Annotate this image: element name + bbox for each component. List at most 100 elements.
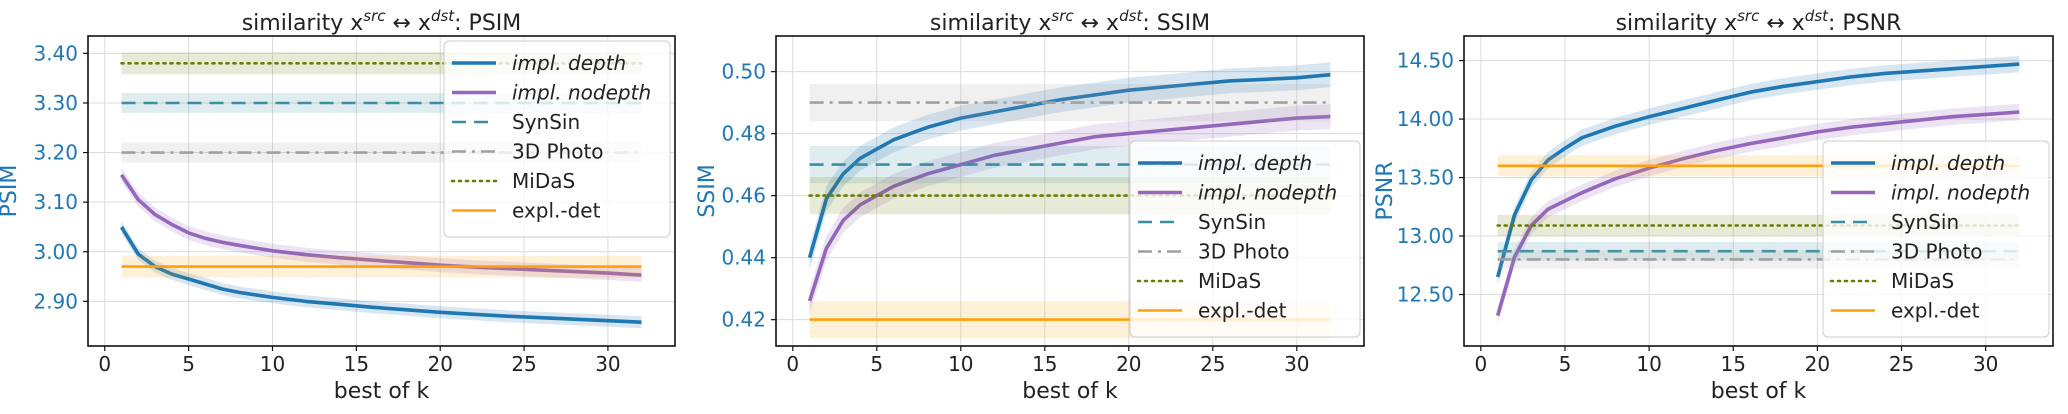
series-line-impl-depth — [119, 226, 642, 324]
title-text: : PSNR — [1828, 11, 1901, 36]
legend-label-impl-depth: impl. depth — [1198, 151, 1312, 175]
legend-label-impl-depth: impl. depth — [1891, 151, 2005, 175]
x-tick-label: 25 — [1889, 352, 1914, 376]
x-tick-label: 15 — [344, 352, 369, 376]
legend: impl. depth impl. nodepth SynSin 3D Photo Mi… — [1129, 140, 1361, 338]
y-tick-label: 12.50 — [1397, 283, 1454, 307]
y-tick-label: 3.40 — [33, 41, 78, 65]
legend-label-impl-depth: impl. depth — [512, 51, 626, 75]
y-tick-label: 13.50 — [1397, 166, 1454, 190]
chart-panel-psnr: 0 5 10 15 20 25 30 12.50 13.00 13.50 14.00 14.50 bes… — [1373, 7, 2054, 404]
chart-title: similarity xsrc ↔ xdst: SSIM — [930, 7, 1210, 36]
y-tick-label: 0.50 — [721, 60, 766, 84]
legend-label-impl-nodepth: impl. nodepth — [512, 81, 651, 105]
band-impl-depth — [809, 62, 1331, 270]
series-line-impl-depth — [1495, 62, 2020, 278]
y-tick-label: 14.00 — [1397, 107, 1454, 131]
y-tick-label: 3.10 — [33, 190, 78, 214]
title-text: similarity x — [1616, 11, 1738, 36]
x-tick-label: 5 — [1559, 352, 1572, 376]
title-superscript: src — [363, 7, 386, 25]
title-superscript: src — [1051, 7, 1074, 25]
chart-panel-psim: 0 5 10 15 20 25 30 2.90 3.00 3.10 3.20 3.30 3.40 best… — [0, 7, 676, 404]
title-text: : PSIM — [454, 11, 521, 36]
x-tick-label: 25 — [511, 352, 536, 376]
series-line-impl-nodepth — [120, 173, 642, 277]
title-text: similarity x — [242, 11, 364, 36]
chart-panel-ssim: 0 5 10 15 20 25 30 0.42 0.44 0.46 0.48 0.50 best of … — [695, 7, 1365, 404]
x-tick-label: 30 — [1973, 352, 1998, 376]
x-tick-label: 0 — [786, 352, 799, 376]
x-tick-label: 20 — [427, 352, 452, 376]
y-tick-label: 3.00 — [33, 240, 78, 264]
band-impl-nodepth — [121, 167, 642, 282]
title-superscript: src — [1737, 7, 1760, 25]
x-tick-label: 20 — [1805, 352, 1830, 376]
x-tick-label: 25 — [1200, 352, 1225, 376]
chart-title: similarity xsrc ↔ xdst: PSIM — [242, 7, 522, 36]
x-tick-label: 30 — [595, 352, 620, 376]
legend-label-expl-det: expl.-det — [1198, 299, 1287, 323]
legend-label-midas: MiDaS — [1891, 269, 1954, 293]
x-axis-label: best of k — [1022, 379, 1118, 404]
x-tick-label: 10 — [260, 352, 285, 376]
x-axis-label: best of k — [1711, 379, 1807, 404]
legend-label-synsin: SynSin — [1198, 210, 1266, 234]
legend-label-synsin: SynSin — [512, 110, 580, 134]
y-tick-label: 14.50 — [1397, 49, 1454, 73]
legend-box — [443, 40, 671, 238]
legend-label-synsin: SynSin — [1891, 210, 1959, 234]
plot-frame — [775, 35, 1365, 347]
y-axis-label: SSIM — [695, 164, 720, 217]
title-superscript: dst — [1119, 7, 1143, 25]
legend-label-midas: MiDaS — [512, 169, 575, 193]
legend-label-3d-photo: 3D Photo — [512, 140, 604, 164]
chart-title: similarity xsrc ↔ xdst: PSNR — [1616, 7, 1902, 36]
y-tick-label: 13.00 — [1397, 224, 1454, 248]
x-axis-label: best of k — [334, 379, 430, 404]
band-3d-photo — [809, 84, 1331, 122]
legend-label-midas: MiDaS — [1198, 269, 1261, 293]
band-impl-nodepth — [1497, 103, 2020, 324]
x-tick-label: 5 — [870, 352, 883, 376]
x-tick-label: 15 — [1721, 352, 1746, 376]
y-axis-label: PSIM — [0, 165, 22, 218]
title-text: ↔ x — [1074, 11, 1119, 36]
x-tick-label: 10 — [1636, 352, 1661, 376]
y-tick-label: 2.90 — [33, 289, 78, 313]
title-text: ↔ x — [385, 11, 430, 36]
legend-label-expl-det: expl.-det — [1891, 299, 1980, 323]
plot-frame — [87, 35, 676, 347]
x-tick-label: 10 — [948, 352, 973, 376]
y-axis-label: PSNR — [1373, 162, 1398, 221]
y-tick-label: 0.42 — [721, 308, 766, 332]
title-text: ↔ x — [1759, 11, 1804, 36]
legend-label-expl-det: expl.-det — [512, 199, 601, 223]
x-tick-label: 20 — [1116, 352, 1141, 376]
band-impl-nodepth — [809, 104, 1331, 314]
legend: impl. depth impl. nodepth SynSin 3D Photo Mi… — [443, 40, 671, 238]
y-tick-label: 3.20 — [33, 141, 78, 165]
y-tick-label: 0.46 — [721, 184, 766, 208]
title-text: similarity x — [930, 11, 1052, 36]
legend-label-impl-nodepth: impl. nodepth — [1198, 181, 1337, 205]
y-tick-label: 0.48 — [721, 122, 766, 146]
x-tick-label: 0 — [1474, 352, 1487, 376]
legend-box — [1129, 140, 1361, 338]
y-tick-label: 3.30 — [33, 91, 78, 115]
legend-label-3d-photo: 3D Photo — [1198, 240, 1290, 264]
x-tick-label: 15 — [1032, 352, 1057, 376]
x-tick-label: 0 — [98, 352, 111, 376]
legend-label-impl-nodepth: impl. nodepth — [1891, 181, 2030, 205]
series-line-impl-nodepth — [807, 114, 1331, 302]
legend: impl. depth impl. nodepth SynSin 3D Photo Mi… — [1822, 140, 2050, 338]
plot-frame — [1463, 35, 2054, 347]
title-text: : SSIM — [1142, 11, 1210, 36]
legend-label-3d-photo: 3D Photo — [1891, 240, 1983, 264]
title-superscript: dst — [1805, 7, 1829, 25]
x-tick-label: 30 — [1284, 352, 1309, 376]
x-tick-label: 5 — [182, 352, 195, 376]
title-superscript: dst — [431, 7, 455, 25]
